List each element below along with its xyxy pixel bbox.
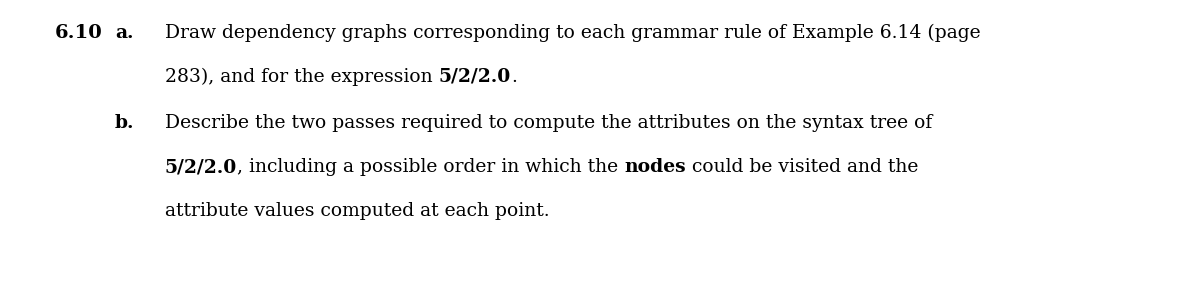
Text: nodes: nodes: [624, 158, 686, 176]
Text: Describe the two passes required to compute the attributes on the syntax tree of: Describe the two passes required to comp…: [164, 114, 932, 132]
Text: 5/2/2.0: 5/2/2.0: [439, 68, 511, 86]
Text: attribute values computed at each point.: attribute values computed at each point.: [164, 202, 550, 220]
Text: .: .: [511, 68, 517, 86]
Text: 5/2/2.0: 5/2/2.0: [164, 158, 238, 176]
Text: Draw dependency graphs corresponding to each grammar rule of Example 6.14 (page: Draw dependency graphs corresponding to …: [164, 24, 980, 42]
Text: could be visited and the: could be visited and the: [686, 158, 918, 176]
Text: 6.10: 6.10: [55, 24, 103, 42]
Text: , including a possible order in which the: , including a possible order in which th…: [238, 158, 624, 176]
Text: 283), and for the expression: 283), and for the expression: [164, 68, 439, 86]
Text: b.: b.: [115, 114, 134, 132]
Text: a.: a.: [115, 24, 133, 42]
